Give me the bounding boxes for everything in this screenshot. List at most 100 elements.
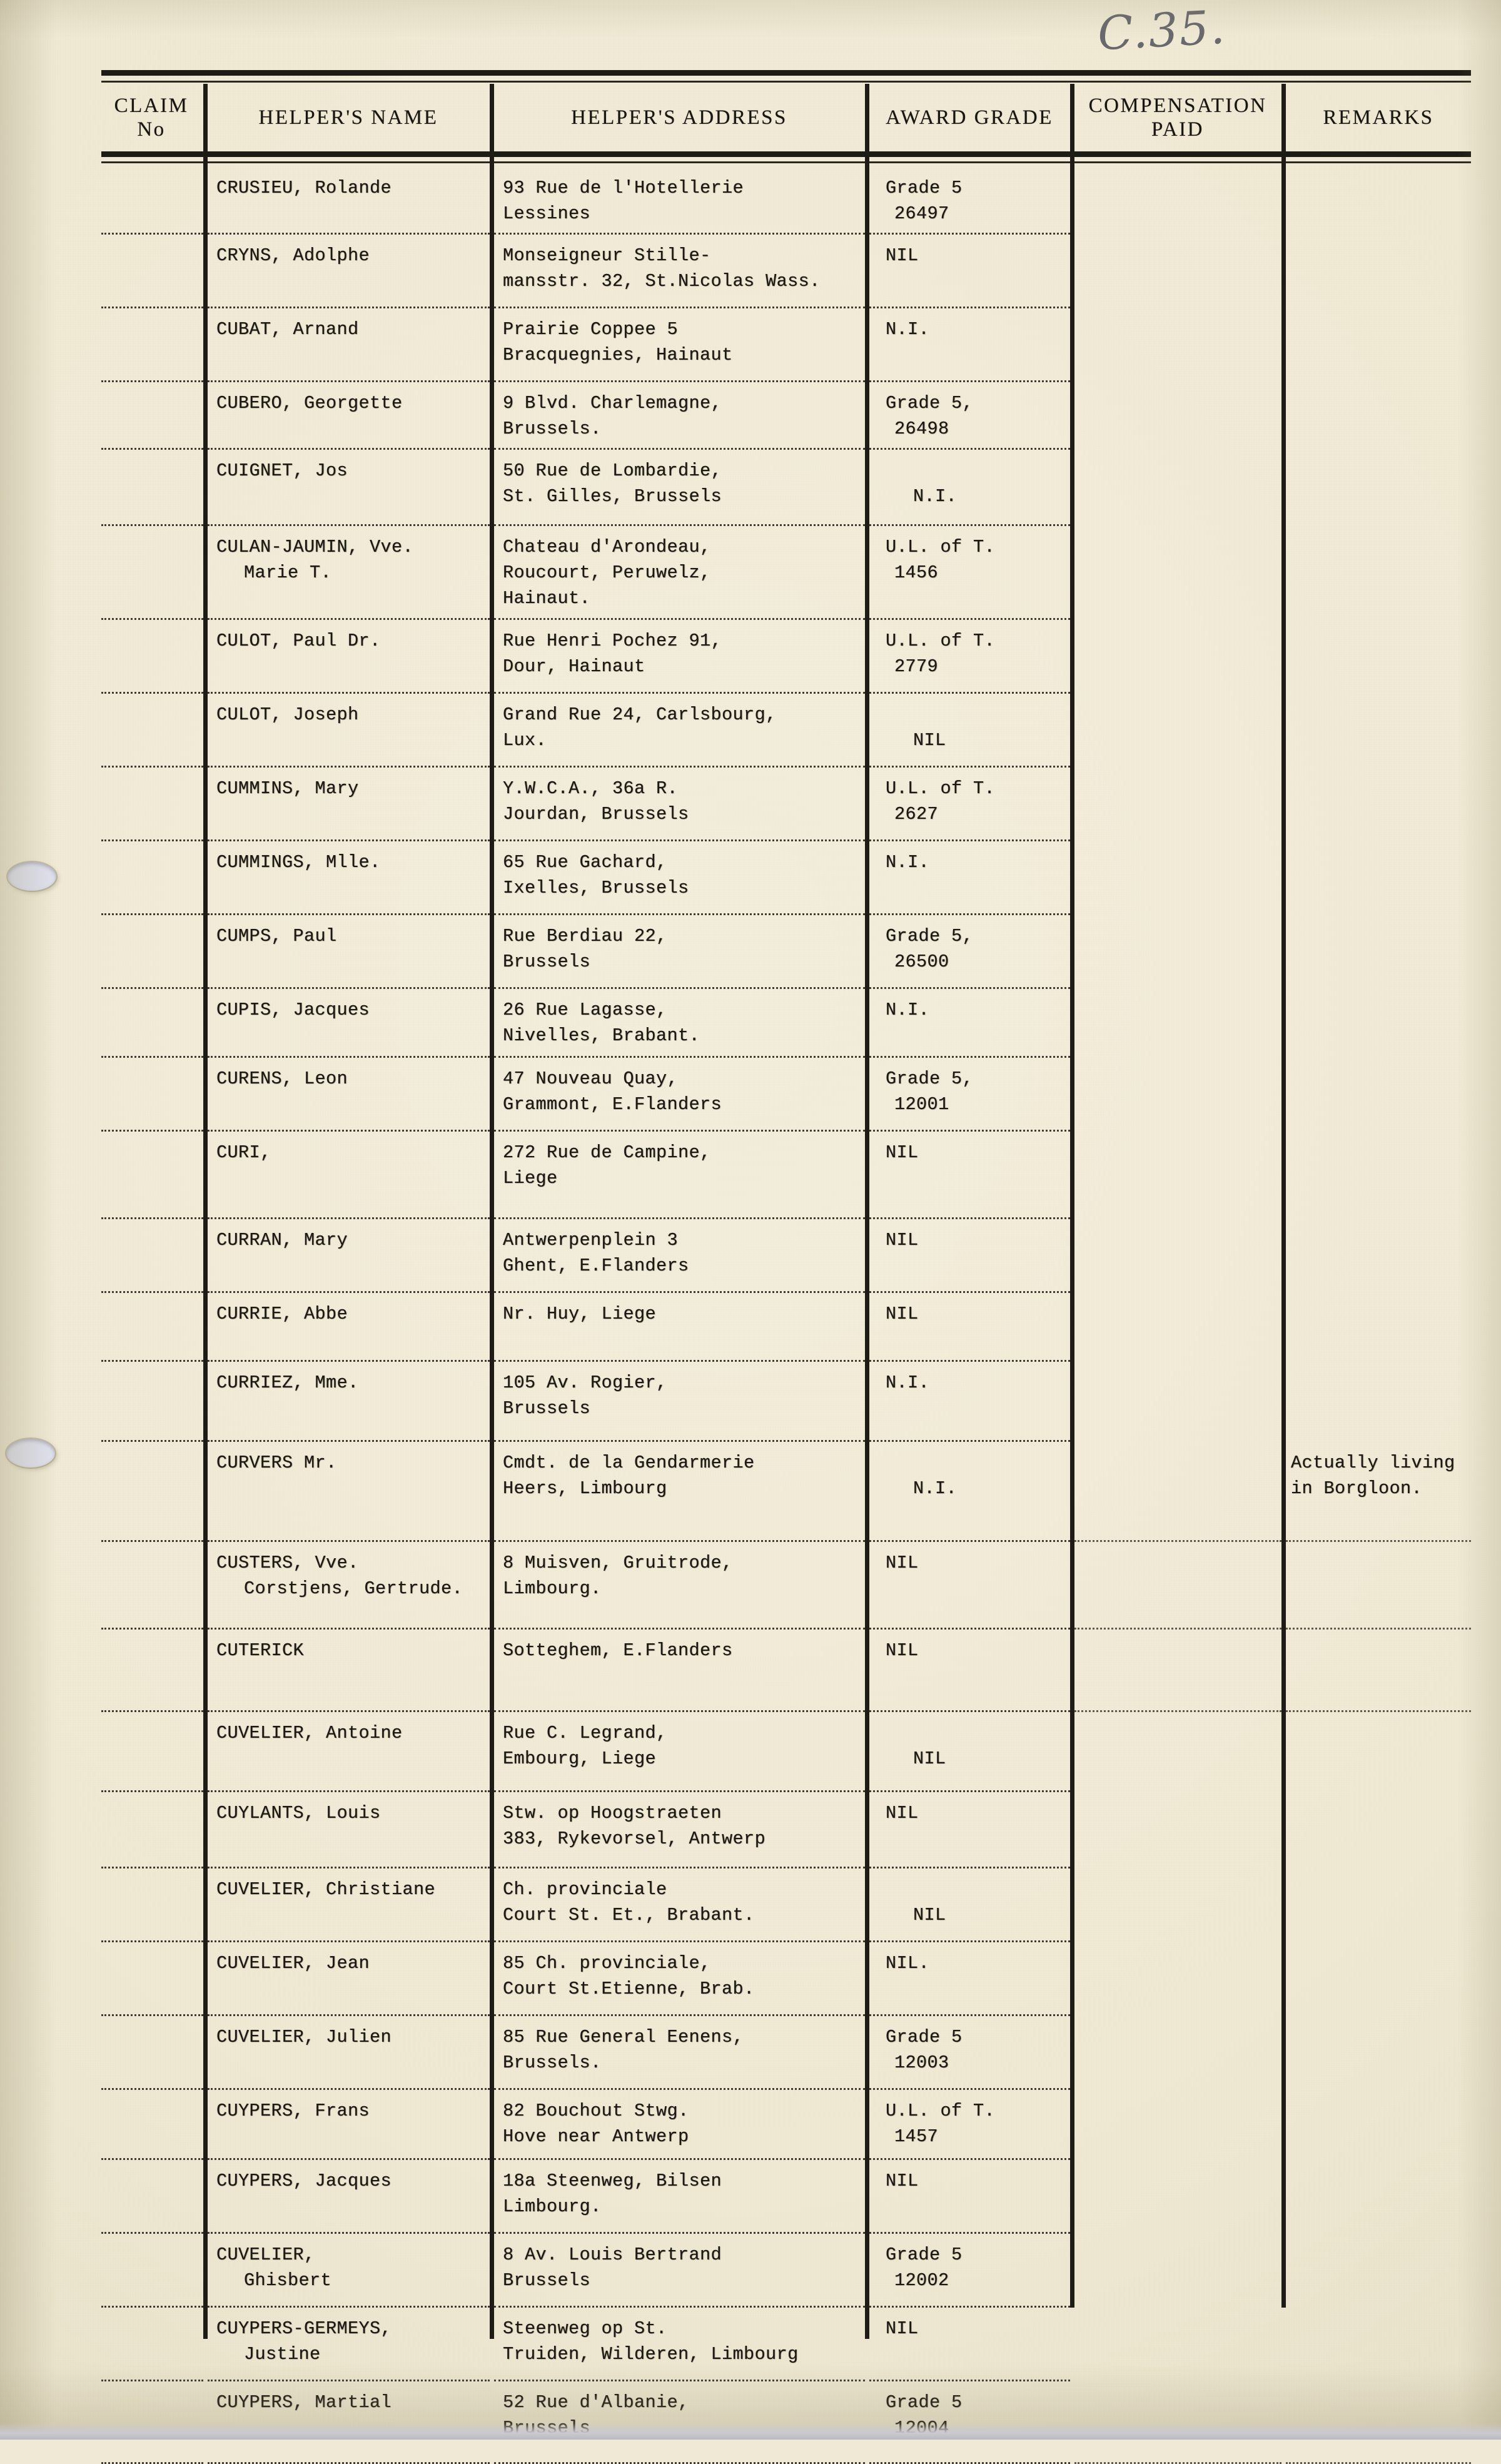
row-separator-segment: [101, 1056, 203, 1058]
cell-award: N.I.: [886, 1372, 930, 1393]
cell-address: Truiden, Wilderen, Limbourg: [503, 2344, 799, 2365]
cell-award: U.L. of T.: [886, 537, 996, 557]
vline-after-award: [1070, 84, 1074, 2308]
cell-award-cont: 2627: [894, 804, 939, 824]
cell-address: Court St. Et., Brabant.: [503, 1905, 755, 1925]
row-separator-segment: [208, 1360, 490, 1362]
cell-address: Brussels.: [503, 418, 602, 439]
row-separator-segment: [208, 839, 490, 841]
cell-award-cont: 2779: [894, 656, 939, 677]
row-separator-segment: [869, 1867, 1070, 1868]
cell-award-cont: 12001: [894, 1094, 949, 1115]
row-separator-segment: [869, 2380, 1070, 2381]
cell-address: Limbourg.: [503, 1578, 602, 1599]
vline-after-address: [865, 84, 869, 2339]
cell-address: 383, Rykevorsel, Antwerp: [503, 1828, 766, 1849]
cell-award: N.I.: [886, 1000, 930, 1020]
row-separator-segment: [101, 692, 203, 694]
row-separator-segment: [494, 913, 865, 915]
row-separator-segment: [494, 1291, 865, 1293]
cell-remarks: Actually living: [1291, 1453, 1455, 1473]
row-separator-segment: [869, 1790, 1070, 1792]
cell-address: Cmdt. de la Gendarmerie: [503, 1453, 755, 1473]
cell-address: Brussels: [503, 2270, 591, 2291]
row-separator-segment: [494, 618, 865, 620]
cell-name: CUBERO, Georgette: [216, 393, 403, 413]
cell-name: CUYPERS-GERMEYS,: [216, 2318, 392, 2339]
cell-address: 105 Av. Rogier,: [503, 1372, 667, 1393]
cell-address: Rue C. Legrand,: [503, 1723, 667, 1743]
cell-name: Justine: [244, 2344, 321, 2365]
row-separator-segment: [869, 448, 1070, 450]
row-separator-segment: [208, 1440, 490, 1442]
cell-name: CULOT, Paul Dr.: [216, 631, 381, 651]
cell-address: Ch. provinciale: [503, 1879, 667, 1900]
cell-address: Grammont, E.Flanders: [503, 1094, 722, 1115]
row-separator-segment: [208, 766, 490, 768]
cell-name: CUSTERS, Vve.: [216, 1553, 359, 1573]
cell-award: Grade 5,: [886, 926, 974, 946]
row-separator-segment: [101, 2306, 203, 2308]
cell-address: Rue Henri Pochez 91,: [503, 631, 722, 651]
cell-address: 47 Nouveau Quay,: [503, 1068, 679, 1089]
cell-name: CULAN-JAUMIN, Vve.: [216, 537, 414, 557]
row-separator-segment: [208, 2232, 490, 2234]
row-separator-segment: [1286, 1540, 1471, 1542]
cell-name: CRUSIEU, Rolande: [216, 178, 392, 198]
cell-award: N.I.: [886, 319, 930, 340]
cell-address: mansstr. 32, St.Nicolas Wass.: [503, 271, 821, 292]
cell-award-cont: N.I.: [913, 486, 958, 507]
row-separator-segment: [208, 2014, 490, 2016]
cell-name: CUVELIER, Antoine: [216, 1723, 403, 1743]
cell-award: NIL: [886, 1230, 919, 1250]
row-separator-segment: [494, 1710, 865, 1712]
row-separator-segment: [208, 2306, 490, 2308]
row-separator-segment: [1074, 1540, 1281, 1542]
cell-name: CUIGNET, Jos: [216, 460, 348, 481]
row-separator-segment: [869, 1710, 1070, 1712]
row-separator-segment: [869, 1291, 1070, 1293]
cell-address: St. Gilles, Brussels: [503, 486, 722, 507]
row-separator-segment: [869, 1360, 1070, 1362]
row-separator-segment: [494, 766, 865, 768]
row-separator-segment: [869, 233, 1070, 235]
row-separator-segment: [869, 1056, 1070, 1058]
row-separator-segment: [869, 2088, 1070, 2090]
row-separator-segment: [101, 307, 203, 308]
row-separator-segment: [208, 692, 490, 694]
vline-after-claim-no: [203, 84, 208, 2339]
row-separator-segment: [494, 1056, 865, 1058]
cell-address: 85 Rue General Eenens,: [503, 2027, 744, 2047]
cell-address: Lux.: [503, 730, 547, 751]
row-separator-segment: [869, 839, 1070, 841]
row-separator-segment: [208, 2158, 490, 2160]
claims-table: CLAIM No HELPER'S NAME HELPER'S ADDRESS …: [101, 70, 1471, 2464]
cell-name: CUYPERS, Martial: [216, 2392, 392, 2413]
row-separator-segment: [494, 1540, 865, 1542]
cell-address: Brussels: [503, 951, 591, 972]
cell-address: Prairie Coppee 5: [503, 319, 679, 340]
cell-award: NIL: [886, 2171, 919, 2191]
row-separator-segment: [494, 1217, 865, 1219]
cell-name: CUTERICK: [216, 1640, 305, 1661]
cell-address: Brussels.: [503, 2052, 602, 2073]
row-separator-segment: [101, 1360, 203, 1362]
row-separator-segment: [869, 987, 1070, 989]
cell-award: NIL.: [886, 1953, 930, 1974]
cell-address: Hainaut.: [503, 588, 591, 609]
row-separator-segment: [1074, 1628, 1281, 1630]
cell-award: U.L. of T.: [886, 631, 996, 651]
vline-after-name: [490, 84, 494, 2339]
cell-name: CRYNS, Adolphe: [216, 245, 370, 266]
table-header-row: CLAIM No HELPER'S NAME HELPER'S ADDRESS …: [101, 84, 1471, 151]
row-separator-segment: [494, 2232, 865, 2234]
table-top-rule-thin: [101, 81, 1471, 83]
cell-address: 8 Av. Louis Bertrand: [503, 2244, 722, 2265]
cell-address: Sotteghem, E.Flanders: [503, 1640, 733, 1661]
cell-address: Court St.Etienne, Brab.: [503, 1979, 755, 1999]
row-separator-segment: [208, 987, 490, 989]
cell-award-cont: NIL: [913, 730, 946, 751]
cell-address: Grand Rue 24, Carlsbourg,: [503, 704, 777, 725]
cell-name: CURRIEZ, Mme.: [216, 1372, 359, 1393]
